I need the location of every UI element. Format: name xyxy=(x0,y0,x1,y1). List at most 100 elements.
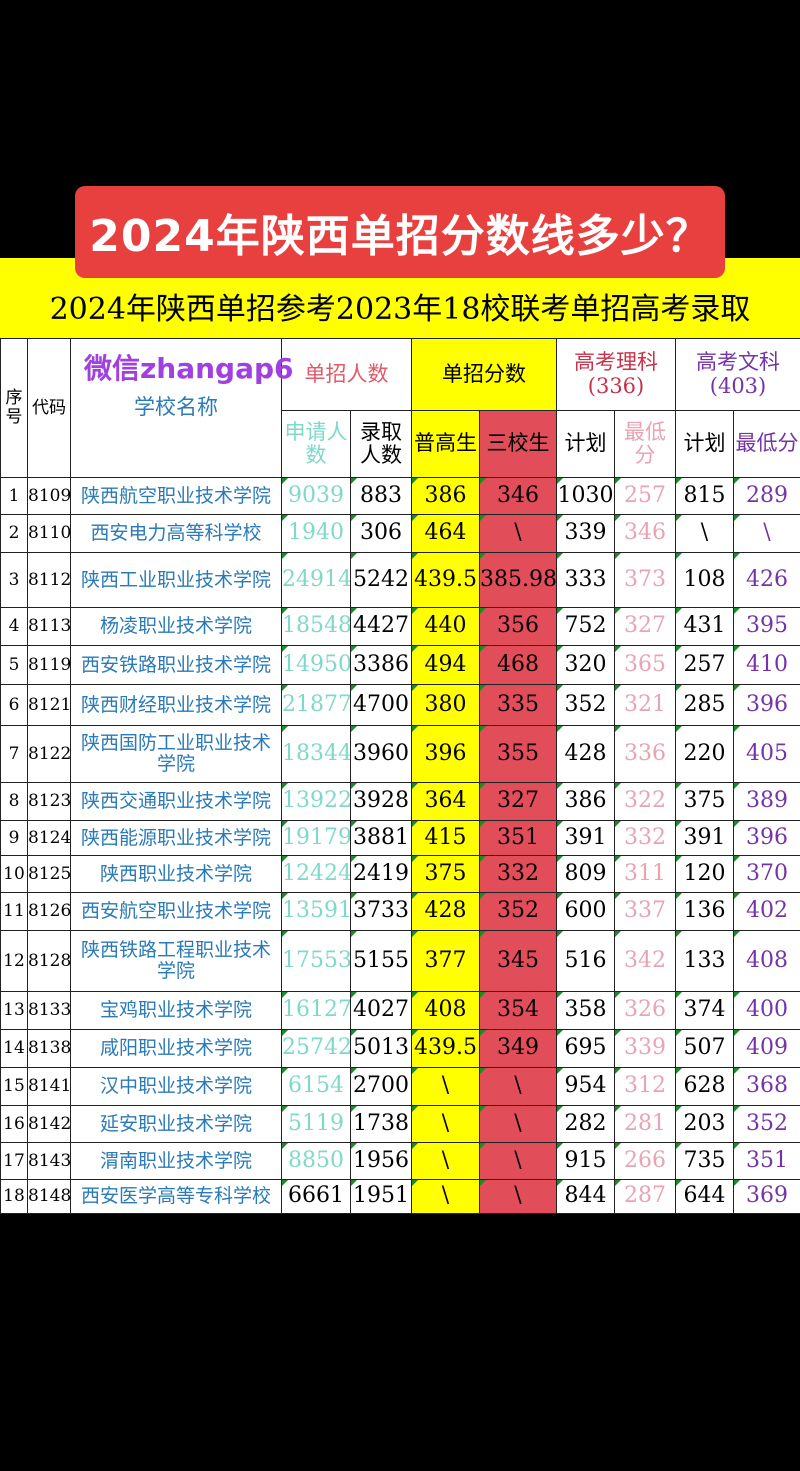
cell-apply: 6154 xyxy=(281,1067,351,1106)
cell-three-school: 346 xyxy=(479,477,557,515)
cell-arts-plan: 391 xyxy=(675,820,734,856)
cell-seq: 4 xyxy=(0,607,28,646)
cell-arts-min: 289 xyxy=(733,477,800,515)
cell-seq: 1 xyxy=(0,477,28,515)
cell-code: 8138 xyxy=(27,1029,71,1068)
header-sci-label: 高考理科 xyxy=(574,350,658,375)
cell-code: 8148 xyxy=(27,1179,71,1214)
cell-seq: 17 xyxy=(0,1142,28,1180)
cell-arts-min: 405 xyxy=(733,725,800,783)
cell-three-school: 335 xyxy=(479,684,557,726)
cell-school: 杨凌职业技术学院 xyxy=(70,607,282,646)
cell-code: 8119 xyxy=(27,645,71,685)
cell-apply: 9039 xyxy=(281,477,351,515)
table-row: 18 8148 西安医学高等专科学校 6661 1951 \ \ 844 287 644 369 xyxy=(0,1179,800,1214)
table-row: 16 8142 延安职业技术学院 5119 1738 \ \ 282 281 203 352 xyxy=(0,1105,800,1143)
table-row: 1 8109 陕西航空职业技术学院 9039 883 386 346 1030 257 815 28… xyxy=(0,477,800,515)
cell-admit: 4700 xyxy=(350,684,412,726)
cell-sci-min: 281 xyxy=(614,1105,676,1143)
cell-arts-plan: 136 xyxy=(675,892,734,931)
cell-apply: 19179 xyxy=(281,820,351,856)
cell-sci-plan: 339 xyxy=(556,514,615,553)
cell-general: 364 xyxy=(411,782,480,821)
cell-school: 延安职业技术学院 xyxy=(70,1105,282,1143)
cell-seq: 16 xyxy=(0,1105,28,1143)
cell-sci-plan: 1030 xyxy=(556,477,615,515)
cell-sci-plan: 333 xyxy=(556,552,615,608)
cell-school: 陕西财经职业技术学院 xyxy=(70,684,282,726)
cell-sci-plan: 695 xyxy=(556,1029,615,1068)
cell-admit: 5013 xyxy=(350,1029,412,1068)
cell-sci-plan: 809 xyxy=(556,855,615,893)
cell-sci-min: 311 xyxy=(614,855,676,893)
header-arts-group: 高考文科 (403) xyxy=(675,338,800,411)
header-arts-line: (403) xyxy=(709,373,767,398)
cell-arts-plan: 220 xyxy=(675,725,734,783)
cell-sci-min: 257 xyxy=(614,477,676,515)
header-admit: 录取人数 xyxy=(350,410,412,478)
header-sci-group: 高考理科 (336) xyxy=(556,338,676,411)
cell-three-school: 332 xyxy=(479,855,557,893)
cell-three-school: \ xyxy=(479,1142,557,1180)
header-school-label: 学校名称 xyxy=(134,395,218,420)
cell-code: 8133 xyxy=(27,991,71,1030)
cell-school: 陕西能源职业技术学院 xyxy=(70,820,282,856)
cell-three-school: \ xyxy=(479,1067,557,1106)
banner-title: 2024年陕西单招分数线多少？ xyxy=(75,186,725,278)
cell-seq: 9 xyxy=(0,820,28,856)
cell-general: 380 xyxy=(411,684,480,726)
cell-sci-plan: 516 xyxy=(556,930,615,992)
cell-code: 8123 xyxy=(27,782,71,821)
cell-code: 8121 xyxy=(27,684,71,726)
cell-sci-plan: 600 xyxy=(556,892,615,931)
cell-school: 渭南职业技术学院 xyxy=(70,1142,282,1180)
cell-general: 439.5 xyxy=(411,552,480,608)
table-row: 13 8133 宝鸡职业技术学院 16127 4027 408 354 358 326 374 40… xyxy=(0,991,800,1030)
cell-general: 464 xyxy=(411,514,480,553)
cell-sci-min: 365 xyxy=(614,645,676,685)
cell-arts-plan: 257 xyxy=(675,645,734,685)
cell-sci-plan: 320 xyxy=(556,645,615,685)
cell-arts-min: 408 xyxy=(733,930,800,992)
table-row: 17 8143 渭南职业技术学院 8850 1956 \ \ 915 266 735 351 xyxy=(0,1142,800,1180)
table-row: 3 8112 陕西工业职业技术学院 24914 5242 439.5 385.98 333 37… xyxy=(0,552,800,608)
cell-code: 8142 xyxy=(27,1105,71,1143)
cell-apply: 21877 xyxy=(281,684,351,726)
cell-three-school: 345 xyxy=(479,930,557,992)
table-row: 9 8124 陕西能源职业技术学院 19179 3881 415 351 391 332 391 3… xyxy=(0,820,800,856)
cell-general: 440 xyxy=(411,607,480,646)
header-sci-plan: 计划 xyxy=(556,410,615,478)
header-enroll-group: 单招人数 xyxy=(281,338,412,411)
cell-school: 宝鸡职业技术学院 xyxy=(70,991,282,1030)
cell-school: 陕西航空职业技术学院 xyxy=(70,477,282,515)
cell-admit: 306 xyxy=(350,514,412,553)
cell-three-school: 468 xyxy=(479,645,557,685)
cell-school: 陕西国防工业职业技术学院 xyxy=(70,725,282,783)
cell-arts-plan: 374 xyxy=(675,991,734,1030)
cell-code: 8110 xyxy=(27,514,71,553)
cell-general: 396 xyxy=(411,725,480,783)
cell-seq: 15 xyxy=(0,1067,28,1106)
cell-apply: 25742 xyxy=(281,1029,351,1068)
cell-sci-plan: 915 xyxy=(556,1142,615,1180)
cell-arts-plan: 108 xyxy=(675,552,734,608)
cell-arts-plan: \ xyxy=(675,514,734,553)
cell-three-school: \ xyxy=(479,1179,557,1214)
cell-admit: 1956 xyxy=(350,1142,412,1180)
table-row: 15 8141 汉中职业技术学院 6154 2700 \ \ 954 312 628 368 xyxy=(0,1067,800,1106)
cell-arts-min: 352 xyxy=(733,1105,800,1143)
cell-general: \ xyxy=(411,1179,480,1214)
cell-apply: 17553 xyxy=(281,930,351,992)
header-sci-line: (336) xyxy=(587,373,645,398)
cell-apply: 13591 xyxy=(281,892,351,931)
cell-sci-min: 312 xyxy=(614,1067,676,1106)
cell-admit: 3733 xyxy=(350,892,412,931)
cell-sci-min: 373 xyxy=(614,552,676,608)
cell-apply: 8850 xyxy=(281,1142,351,1180)
cell-arts-plan: 133 xyxy=(675,930,734,992)
cell-seq: 14 xyxy=(0,1029,28,1068)
cell-arts-min: 370 xyxy=(733,855,800,893)
cell-arts-min: \ xyxy=(733,514,800,553)
cell-sci-min: 342 xyxy=(614,930,676,992)
table-row: 4 8113 杨凌职业技术学院 18548 4427 440 356 752 327 431 395 xyxy=(0,607,800,646)
